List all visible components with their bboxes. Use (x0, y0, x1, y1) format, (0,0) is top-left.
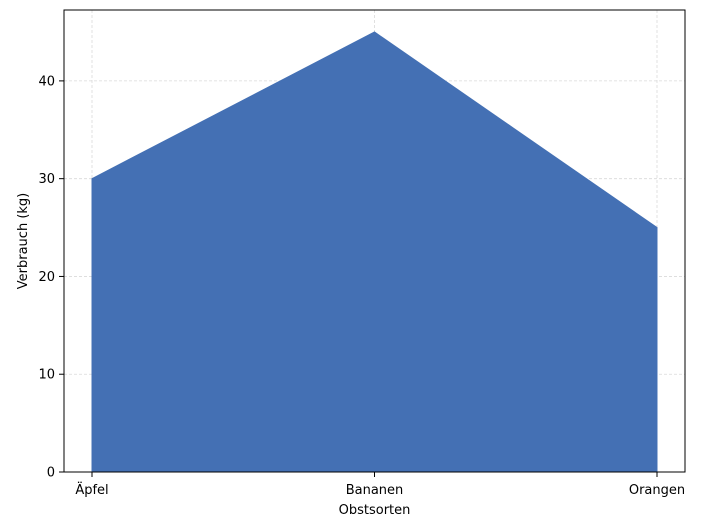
area-series-0 (91, 31, 658, 473)
x-tick-label-1: Bananen (346, 483, 404, 498)
area-series (91, 31, 658, 473)
y-tick-label-1: 10 (38, 368, 55, 383)
x-axis-label: Obstsorten (339, 503, 411, 518)
y-tick-label-2: 20 (38, 270, 55, 285)
y-tick-label-0: 0 (47, 466, 55, 481)
x-axis-ticks: Äpfel Bananen Orangen (75, 472, 685, 498)
x-tick-label-2: Orangen (629, 483, 685, 498)
y-axis-ticks: 0 10 20 30 40 (38, 74, 64, 481)
y-tick-label-4: 40 (38, 74, 55, 89)
y-axis-label: Verbrauch (kg) (16, 193, 31, 289)
x-tick-label-0: Äpfel (75, 482, 108, 498)
y-tick-label-3: 30 (38, 172, 55, 187)
